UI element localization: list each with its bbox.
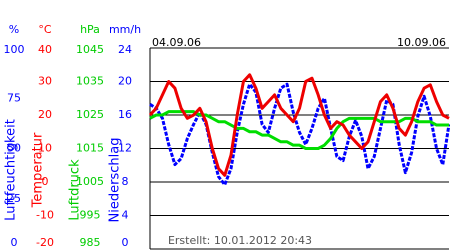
y-tick-label: 75 (7, 91, 21, 104)
date-start: 04.09.06 (152, 36, 201, 49)
date-end: 10.09.06 (397, 36, 446, 49)
y-tick-label: 16 (118, 108, 132, 121)
axis-unit: mm/h (109, 23, 141, 36)
y-tick-label: 985 (80, 236, 101, 249)
y-tick-label: -10 (36, 209, 54, 222)
axis-title: Luftfeuchtigkeit (4, 119, 19, 221)
y-tick-label: 1045 (76, 43, 104, 56)
y-tick-label: 995 (80, 209, 101, 222)
footer-bg (170, 233, 310, 248)
y-tick-label: 1035 (76, 75, 104, 88)
data-line (149, 110, 449, 150)
data-line (148, 73, 450, 177)
y-tick-label: -20 (36, 236, 54, 249)
axis-unit: °C (38, 23, 52, 36)
y-tick-label: 4 (122, 209, 129, 222)
y-tick-label: 25 (7, 192, 21, 205)
axis-title: Luftdruck (68, 159, 83, 221)
y-tick-label: 0 (42, 175, 49, 188)
y-tick-label: 10 (38, 142, 52, 155)
y-tick-label: 0 (122, 236, 129, 249)
axis-unit: hPa (80, 23, 100, 36)
y-tick-label: 12 (118, 142, 132, 155)
y-tick-label: 8 (122, 175, 129, 188)
y-tick-label: 1005 (76, 175, 104, 188)
footer: Erstellt: 10.01.2012 20:43 (168, 234, 312, 247)
y-tick-label: 0 (11, 236, 18, 249)
y-tick-label: 20 (38, 108, 52, 121)
y-tick-label: 20 (118, 75, 132, 88)
y-tick-label: 100 (4, 43, 25, 56)
axis-title: Temperatur (31, 132, 46, 208)
y-tick-label: 1025 (76, 108, 104, 121)
y-tick-label: 50 (7, 142, 21, 155)
axis-unit: % (9, 23, 19, 36)
y-tick-label: 40 (38, 43, 52, 56)
y-tick-label: 30 (38, 75, 52, 88)
y-tick-label: 1015 (76, 142, 104, 155)
data-line (149, 82, 450, 187)
axis-title: Niederschlag (108, 138, 123, 223)
y-tick-label: 24 (118, 43, 132, 56)
